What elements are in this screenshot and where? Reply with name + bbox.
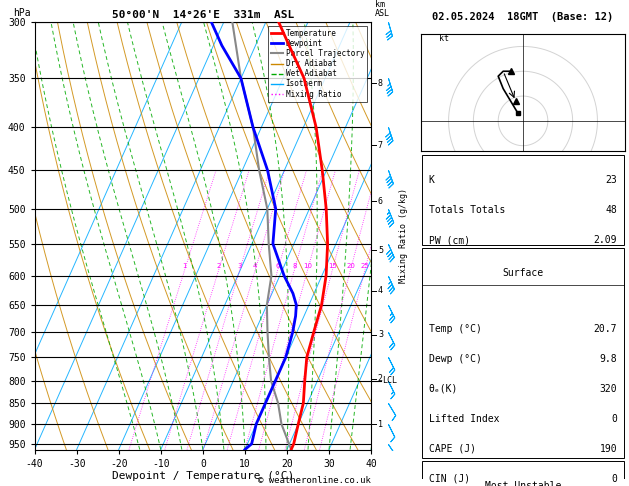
Text: 20: 20 <box>346 263 355 269</box>
Text: 25: 25 <box>360 263 369 269</box>
Text: 0: 0 <box>611 473 617 484</box>
Text: 2: 2 <box>378 374 383 383</box>
Text: © weatheronline.co.uk: © weatheronline.co.uk <box>258 476 371 485</box>
FancyBboxPatch shape <box>423 155 623 244</box>
Text: 190: 190 <box>599 444 617 453</box>
Text: 0: 0 <box>611 414 617 424</box>
Text: 10: 10 <box>303 263 312 269</box>
Text: 5: 5 <box>378 246 383 255</box>
Text: 6: 6 <box>276 263 280 269</box>
X-axis label: Dewpoint / Temperature (°C): Dewpoint / Temperature (°C) <box>112 471 294 481</box>
Text: PW (cm): PW (cm) <box>429 235 470 245</box>
Text: Lifted Index: Lifted Index <box>429 414 499 424</box>
Text: θₑ(K): θₑ(K) <box>429 383 458 394</box>
Text: LCL: LCL <box>382 377 397 385</box>
FancyBboxPatch shape <box>423 461 623 486</box>
Text: Dewp (°C): Dewp (°C) <box>429 354 482 364</box>
Legend: Temperature, Dewpoint, Parcel Trajectory, Dry Adiabat, Wet Adiabat, Isotherm, Mi: Temperature, Dewpoint, Parcel Trajectory… <box>268 26 367 102</box>
Text: 3: 3 <box>378 330 383 339</box>
Text: 02.05.2024  18GMT  (Base: 12): 02.05.2024 18GMT (Base: 12) <box>432 12 614 22</box>
Text: 2.09: 2.09 <box>594 235 617 245</box>
Text: km
ASL: km ASL <box>375 0 390 17</box>
Text: kt: kt <box>438 35 448 43</box>
Text: 6: 6 <box>378 197 383 206</box>
Text: 7: 7 <box>378 140 383 150</box>
Text: hPa: hPa <box>13 8 30 17</box>
Text: 9.8: 9.8 <box>599 354 617 364</box>
Text: Mixing Ratio (g/kg): Mixing Ratio (g/kg) <box>399 188 408 283</box>
Text: Most Unstable: Most Unstable <box>485 481 561 486</box>
Text: 1: 1 <box>182 263 187 269</box>
Text: 8: 8 <box>292 263 297 269</box>
Text: 4: 4 <box>378 286 383 295</box>
Text: 1: 1 <box>378 419 383 429</box>
FancyBboxPatch shape <box>423 248 623 457</box>
Text: CIN (J): CIN (J) <box>429 473 470 484</box>
Text: 20.7: 20.7 <box>594 324 617 334</box>
Title: 50°00'N  14°26'E  331m  ASL: 50°00'N 14°26'E 331m ASL <box>112 10 294 20</box>
Text: 8: 8 <box>378 79 383 88</box>
Text: Totals Totals: Totals Totals <box>429 205 505 215</box>
Text: 320: 320 <box>599 383 617 394</box>
Text: K: K <box>429 175 435 185</box>
Text: 15: 15 <box>328 263 337 269</box>
Text: 48: 48 <box>606 205 617 215</box>
Text: CAPE (J): CAPE (J) <box>429 444 476 453</box>
Text: Surface: Surface <box>503 268 543 278</box>
Text: 2: 2 <box>216 263 221 269</box>
Text: 23: 23 <box>606 175 617 185</box>
Text: Temp (°C): Temp (°C) <box>429 324 482 334</box>
Text: 4: 4 <box>253 263 257 269</box>
Text: 3: 3 <box>238 263 242 269</box>
